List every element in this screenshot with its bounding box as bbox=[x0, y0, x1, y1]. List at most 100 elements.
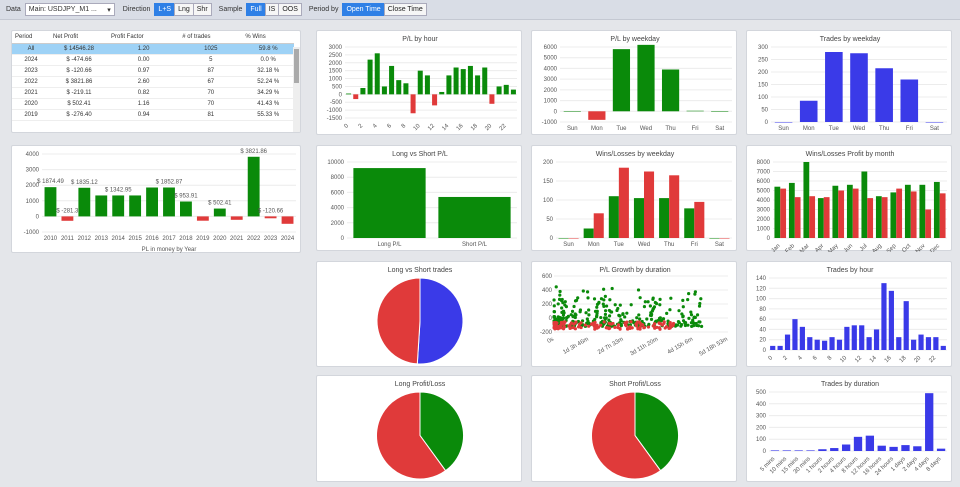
table-cell: 0.97 bbox=[108, 65, 180, 77]
bar bbox=[919, 184, 926, 238]
table-row[interactable]: 2020 $ 502.41 1.16 70 41.43 % bbox=[12, 98, 294, 110]
bar bbox=[770, 450, 780, 451]
x-tick-label: Sat bbox=[930, 126, 939, 132]
x-tick-label: 20 bbox=[913, 355, 922, 364]
table-cell: 2024 bbox=[12, 54, 50, 66]
x-tick-label: 2012 bbox=[78, 236, 92, 242]
pl-weekday-panel: P/L by weekday -1000 0 1000 2000 3000 4000 5000… bbox=[531, 30, 737, 135]
bar bbox=[889, 446, 898, 451]
bar bbox=[583, 228, 594, 238]
data-point bbox=[691, 318, 695, 322]
data-dropdown[interactable]: Main: USDJPY_M1 ... ▾ bbox=[24, 3, 115, 16]
sample-oos-button[interactable]: OOS bbox=[278, 3, 302, 16]
data-point bbox=[574, 298, 579, 303]
bar bbox=[439, 91, 445, 95]
col-trades: # of trades bbox=[179, 31, 243, 44]
table-cell: 70 bbox=[179, 98, 243, 110]
sample-full-button[interactable]: Full bbox=[246, 3, 266, 16]
data-point bbox=[586, 296, 590, 300]
y-tick-label: 8000 bbox=[331, 175, 345, 181]
bar bbox=[875, 68, 893, 122]
bar bbox=[807, 337, 813, 350]
data-point bbox=[624, 324, 628, 328]
chart-title: Wins/Losses Profit by month bbox=[806, 151, 895, 158]
data-point bbox=[642, 326, 646, 330]
data-point bbox=[654, 319, 659, 323]
y-tick-label: 300 bbox=[758, 45, 769, 51]
bar bbox=[510, 89, 516, 95]
bar bbox=[823, 197, 830, 238]
data-point bbox=[675, 323, 680, 327]
data-point bbox=[587, 324, 591, 328]
winloss-month-panel: Wins/Losses Profit by month 0 1000 2000 3000… bbox=[746, 145, 952, 255]
data-point bbox=[561, 316, 566, 320]
table-cell: 59.8 % bbox=[242, 43, 294, 55]
data-point bbox=[664, 325, 669, 329]
x-tick-label: 4d 15h 6m bbox=[667, 337, 695, 356]
bar bbox=[873, 329, 880, 350]
table-cell: 87 bbox=[179, 65, 243, 77]
data-point bbox=[618, 303, 622, 307]
period-table-panel: Period Net Profit Profit Factor # of tra… bbox=[11, 30, 301, 133]
table-scrollbar[interactable] bbox=[293, 47, 300, 132]
data-point bbox=[560, 306, 564, 310]
data-point bbox=[626, 326, 630, 331]
table-row[interactable]: 2021 $ -219.11 0.82 70 34.29 % bbox=[12, 87, 294, 99]
y-tick-label: 100 bbox=[543, 198, 554, 204]
bar bbox=[851, 325, 857, 350]
data-point bbox=[621, 312, 625, 316]
sample-is-button[interactable]: IS bbox=[264, 3, 280, 16]
y-tick-label: 200 bbox=[543, 160, 554, 166]
data-point bbox=[646, 300, 650, 304]
table-row[interactable]: 2024 $ -474.66 0.00 5 0.0 % bbox=[12, 54, 294, 66]
y-tick-label: 5000 bbox=[757, 189, 771, 195]
table-cell: 55.33 % bbox=[242, 109, 294, 121]
data-point bbox=[692, 315, 696, 319]
direction-long-button[interactable]: Lng bbox=[174, 3, 194, 16]
col-net-profit: Net Profit bbox=[50, 31, 108, 44]
data-label: $ 1852.87 bbox=[156, 179, 183, 185]
table-cell: $ -120.66 bbox=[50, 65, 108, 77]
bar bbox=[794, 450, 803, 451]
bar bbox=[563, 111, 581, 112]
data-point bbox=[643, 300, 647, 304]
y-tick-label: 0 bbox=[763, 449, 767, 455]
table-row[interactable]: All $ 14546.28 1.20 1025 59.8 % bbox=[12, 43, 294, 55]
data-point bbox=[689, 321, 694, 325]
bar bbox=[410, 94, 416, 114]
y-tick-label: 4000 bbox=[26, 152, 40, 158]
bar bbox=[890, 192, 897, 238]
table-scrollbar-thumb[interactable] bbox=[294, 49, 299, 83]
data-point bbox=[658, 327, 662, 331]
direction-both-button[interactable]: L+S bbox=[154, 3, 176, 16]
y-tick-label: 40 bbox=[759, 327, 766, 333]
bar bbox=[612, 49, 631, 112]
table-row[interactable]: 2019 $ -276.40 0.94 81 55.33 % bbox=[12, 109, 294, 121]
direction-short-button[interactable]: Shr bbox=[192, 3, 212, 16]
x-tick-label: 2011 bbox=[61, 236, 75, 242]
data-point bbox=[603, 312, 608, 316]
bar bbox=[838, 190, 845, 238]
bar bbox=[770, 345, 776, 350]
data-point bbox=[659, 322, 663, 326]
table-cell: 1.16 bbox=[108, 98, 180, 110]
data-point bbox=[648, 304, 652, 308]
data-point bbox=[657, 316, 662, 320]
chart-title: Wins/Losses by weekday bbox=[596, 151, 675, 158]
period-close-time-button[interactable]: Close Time bbox=[383, 3, 427, 16]
bar bbox=[782, 450, 791, 451]
x-tick-label: 6 bbox=[812, 355, 819, 362]
x-tick-label: Thu bbox=[665, 126, 675, 132]
table-row[interactable]: 2023 $ -120.66 0.97 87 32.18 % bbox=[12, 65, 294, 77]
period-open-time-button[interactable]: Open Time bbox=[342, 3, 385, 16]
bar bbox=[588, 111, 606, 120]
data-label: $ 1342.95 bbox=[105, 187, 132, 193]
y-tick-label: 120 bbox=[756, 286, 767, 292]
y-tick-label: 60 bbox=[759, 317, 766, 323]
x-tick-label: Long P/L bbox=[377, 242, 402, 248]
bar bbox=[661, 69, 680, 112]
table-row[interactable]: 2022 $ 3821.86 2.60 67 52.24 % bbox=[12, 76, 294, 88]
bar bbox=[875, 196, 882, 238]
data-point bbox=[698, 320, 702, 324]
